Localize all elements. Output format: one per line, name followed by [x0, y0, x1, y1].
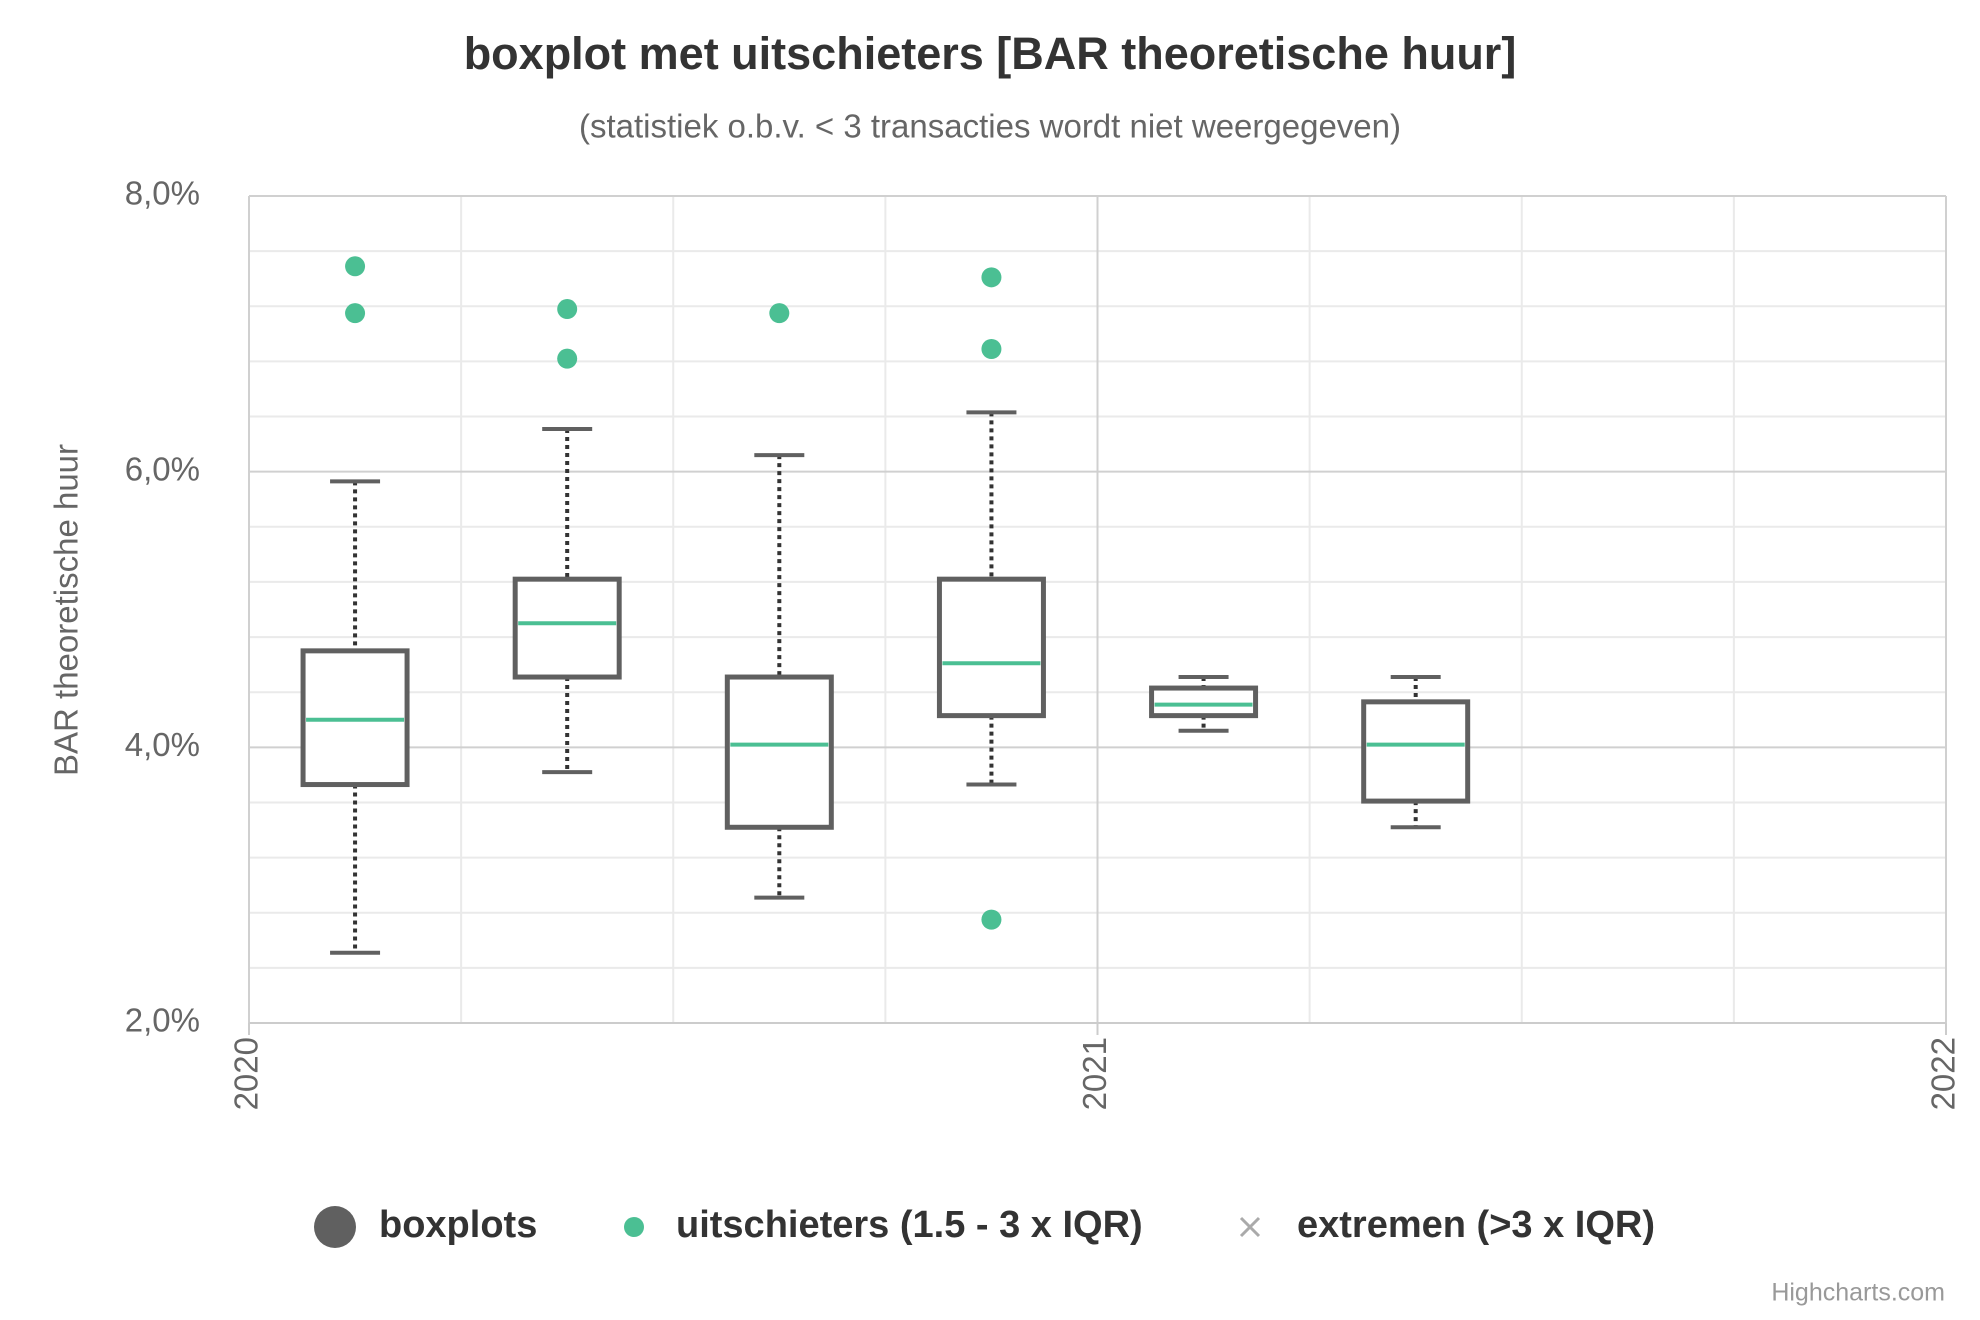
outlier-point [557, 299, 578, 320]
box [1149, 685, 1259, 719]
box [724, 674, 834, 830]
y-tick-label: 2,0% [125, 1002, 200, 1039]
outlier-point [981, 909, 1002, 930]
x-tick-label: 2020 [228, 1037, 265, 1110]
y-axis-label: BAR theoretische huur [48, 444, 85, 776]
outlier-point [981, 338, 1002, 359]
legend-label: extremen (>3 x IQR) [1297, 1204, 1655, 1246]
box [512, 576, 622, 680]
box [300, 648, 410, 788]
x-tick-label: 2022 [1925, 1037, 1962, 1110]
legend-label: uitschieters (1.5 - 3 x IQR) [676, 1204, 1143, 1246]
legend-marker [314, 1206, 356, 1248]
chart-subtitle: (statistiek o.b.v. < 3 transacties wordt… [579, 108, 1401, 145]
x-tick-label: 2021 [1076, 1037, 1113, 1110]
y-tick-label: 4,0% [125, 726, 200, 763]
outlier-point [345, 303, 366, 324]
legend-marker [624, 1217, 644, 1237]
box [1361, 699, 1471, 804]
credits: Highcharts.com [1771, 1279, 1945, 1307]
y-tick-label: 8,0% [125, 175, 200, 212]
legend-marker [1239, 1216, 1261, 1238]
legend-label: boxplots [379, 1204, 537, 1246]
outlier-point [981, 267, 1002, 288]
y-tick-label: 6,0% [125, 450, 200, 487]
outlier-point [345, 256, 366, 277]
chart-title: boxplot met uitschieters [BAR theoretisc… [464, 28, 1517, 79]
outlier-point [769, 303, 790, 324]
outlier-point [557, 348, 578, 369]
box [936, 576, 1046, 719]
